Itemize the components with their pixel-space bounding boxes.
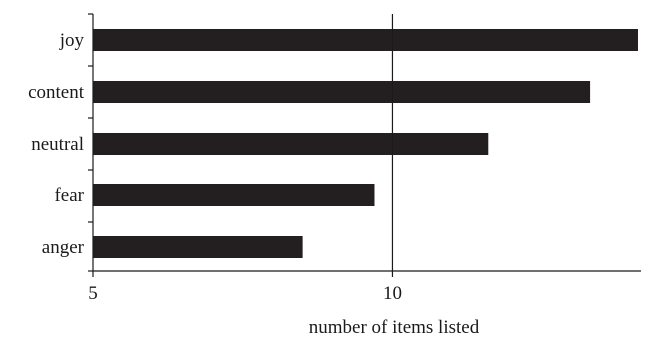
bars-layer (93, 29, 639, 258)
bar-content (93, 81, 591, 103)
x-tick-label-10: 10 (383, 283, 402, 304)
category-label-neutral: neutral (31, 134, 84, 155)
bar-joy (93, 29, 639, 51)
bar-fear (93, 184, 375, 206)
category-label-anger: anger (42, 237, 85, 258)
bar-anger (93, 236, 303, 258)
labels-layer: joy content neutral fear anger 5 10 (28, 30, 402, 304)
category-label-fear: fear (54, 185, 84, 206)
category-label-content: content (28, 82, 85, 103)
category-label-joy: joy (59, 30, 85, 51)
axes-layer (88, 13, 641, 277)
x-axis-label: number of items listed (309, 317, 480, 338)
x-tick-label-5: 5 (88, 283, 98, 304)
bar-neutral (93, 133, 489, 155)
